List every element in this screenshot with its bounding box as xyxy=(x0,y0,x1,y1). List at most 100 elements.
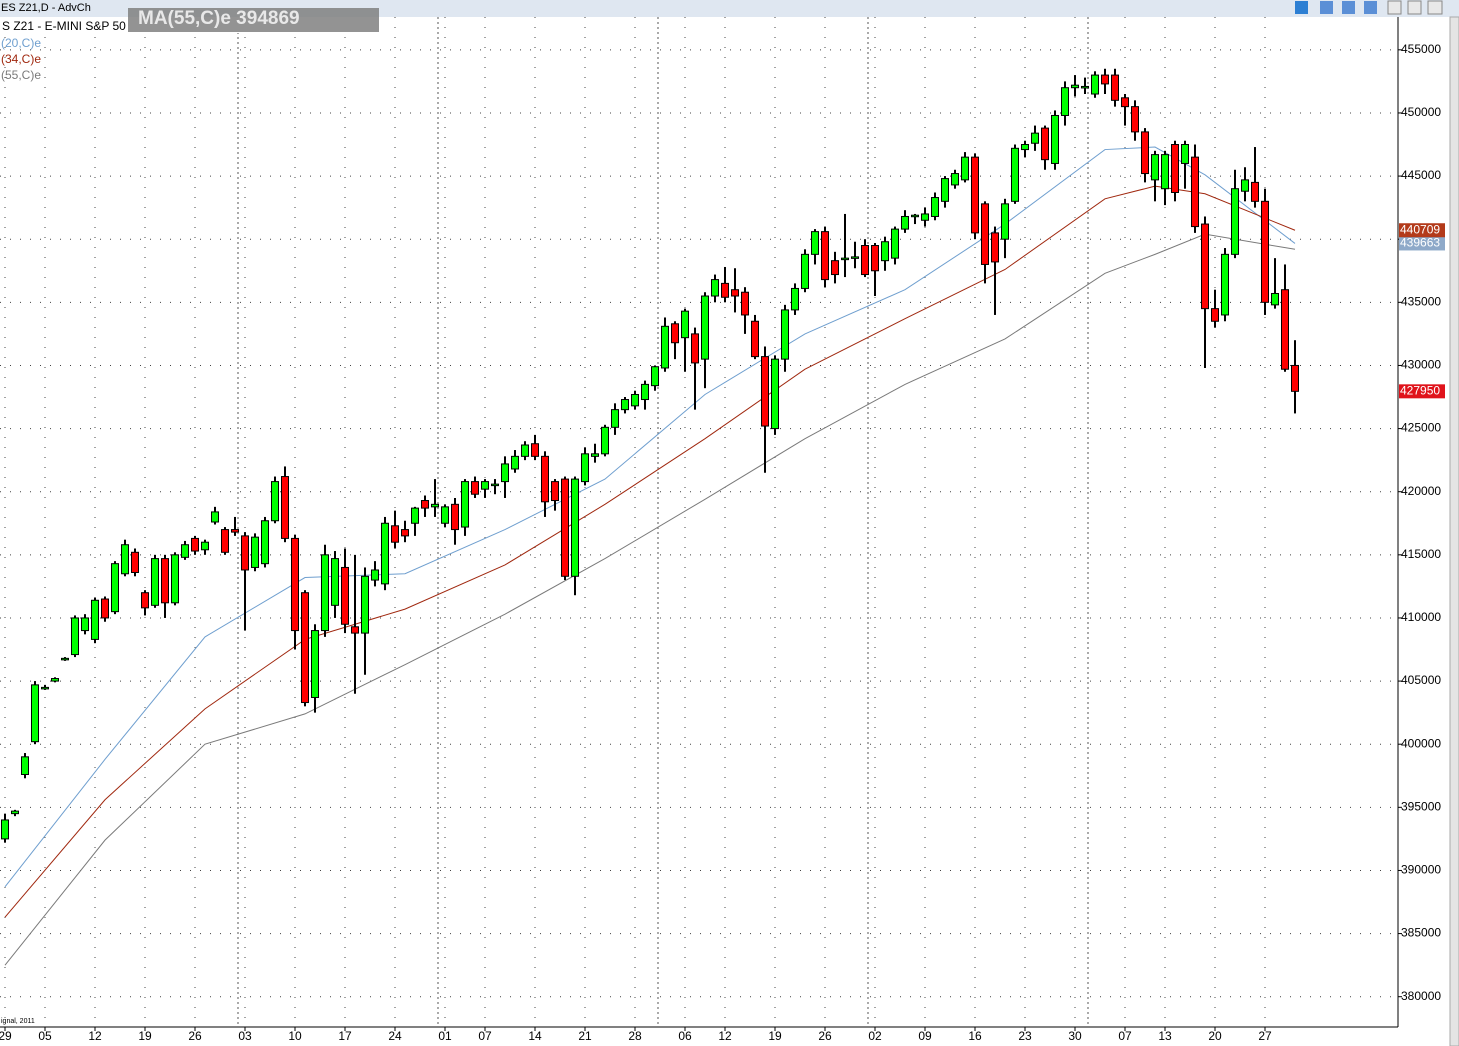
candle-body xyxy=(591,453,599,457)
candle-body xyxy=(1211,308,1219,322)
candle-body xyxy=(1111,74,1119,101)
y-tick-label: 380000 xyxy=(1401,989,1441,1003)
toolbar-button[interactable] xyxy=(1320,1,1333,14)
toolbar-button[interactable] xyxy=(1364,1,1377,14)
minimize-button[interactable] xyxy=(1387,0,1402,15)
candle-body xyxy=(1131,106,1139,133)
candle-body xyxy=(431,503,439,508)
candle-body xyxy=(881,241,889,262)
candle-body xyxy=(471,481,479,495)
candle-body xyxy=(911,214,919,218)
candle-body xyxy=(1241,179,1249,192)
close-button[interactable] xyxy=(1427,0,1443,15)
candle-body xyxy=(531,443,539,457)
toolbar-button[interactable] xyxy=(1295,1,1308,14)
x-tick-label: 13 xyxy=(1158,1029,1172,1043)
overlay-box xyxy=(128,8,379,32)
x-tick-label: 26 xyxy=(188,1029,202,1043)
candle-body xyxy=(421,500,429,509)
candle-body xyxy=(231,529,239,533)
candle-body xyxy=(451,503,459,531)
candle-body xyxy=(761,356,769,427)
candle-body xyxy=(261,520,269,565)
candle-body xyxy=(461,481,469,528)
candle-body xyxy=(541,455,549,503)
moving-average-line xyxy=(4,185,1296,918)
candles xyxy=(1,68,1299,843)
x-tick-label: 07 xyxy=(478,1029,492,1043)
footer-text: ignal, 2011 xyxy=(1,1018,35,1025)
x-tick-label: 19 xyxy=(768,1029,782,1043)
candle-body xyxy=(601,426,609,455)
candle-body xyxy=(791,287,799,311)
candle-body xyxy=(661,325,669,369)
y-tick-label: 420000 xyxy=(1401,484,1441,498)
candle-body xyxy=(1081,85,1089,89)
candle-body xyxy=(1231,188,1239,255)
candle-body xyxy=(611,409,619,428)
candle-body xyxy=(201,541,209,551)
candle-body xyxy=(1201,223,1209,310)
window-buttons xyxy=(1295,0,1443,15)
candle-body xyxy=(11,810,19,815)
candle-body xyxy=(1031,132,1039,144)
candle-body xyxy=(551,481,559,502)
candle-body xyxy=(851,256,859,259)
y-tick-label: 400000 xyxy=(1401,736,1441,750)
scrollbar[interactable] xyxy=(1449,16,1459,1046)
x-tick-label: 16 xyxy=(968,1029,982,1043)
candle-body xyxy=(321,554,329,632)
candle-body xyxy=(1161,154,1169,190)
candle-body xyxy=(1051,114,1059,164)
y-tick-label: 410000 xyxy=(1401,610,1441,624)
candle-body xyxy=(801,253,809,289)
x-tick-label: 01 xyxy=(438,1029,452,1043)
candle-body xyxy=(771,358,779,430)
price-tag xyxy=(1399,384,1445,399)
candle-body xyxy=(521,444,529,457)
month-separators xyxy=(237,17,1089,1027)
x-tick-label: 05 xyxy=(38,1029,52,1043)
x-tick-label: 09 xyxy=(918,1029,932,1043)
candle-body xyxy=(191,537,199,552)
x-tick-label: 23 xyxy=(1018,1029,1032,1043)
candle-body xyxy=(311,630,319,698)
candle-body xyxy=(271,481,279,522)
x-tick-label: 20 xyxy=(1208,1029,1222,1043)
maximize-button[interactable] xyxy=(1407,0,1422,15)
candle-body xyxy=(931,197,939,217)
legend-entry: (55,C)e xyxy=(1,68,41,82)
candle-body xyxy=(991,232,999,263)
candle-body xyxy=(371,569,379,581)
x-tick-label: 14 xyxy=(528,1029,542,1043)
candle-body xyxy=(941,178,949,202)
candle-body xyxy=(871,245,879,272)
candle-body xyxy=(301,592,309,704)
candle-body xyxy=(111,563,119,613)
symbol-text: S Z21 - E-MINI S&P 50 xyxy=(2,19,126,33)
candle-body xyxy=(1001,203,1009,240)
x-tick-label: 27 xyxy=(1258,1029,1272,1043)
candle-body xyxy=(481,481,489,490)
candle-body xyxy=(401,529,409,537)
y-tick-label: 395000 xyxy=(1401,799,1441,813)
candle-body xyxy=(811,231,819,255)
candle-body xyxy=(891,228,899,259)
candle-body xyxy=(1121,97,1129,108)
moving-averages xyxy=(4,146,1296,966)
price-tag-label: 440709 xyxy=(1400,222,1440,236)
candle-body xyxy=(81,617,89,632)
x-tick-label: 10 xyxy=(288,1029,302,1043)
price-tag-label: 439663 xyxy=(1400,236,1440,250)
candle-body xyxy=(721,282,729,298)
candle-body xyxy=(31,684,39,743)
toolbar-button[interactable] xyxy=(1342,1,1355,14)
candle-body xyxy=(1171,144,1179,193)
candle-body xyxy=(181,544,189,558)
candle-body xyxy=(1271,292,1279,306)
candle-body xyxy=(1021,144,1029,151)
candle-body xyxy=(501,463,509,483)
y-tick-label: 455000 xyxy=(1401,42,1441,56)
x-tick-label: 28 xyxy=(628,1029,642,1043)
x-tick-label: 21 xyxy=(578,1029,592,1043)
